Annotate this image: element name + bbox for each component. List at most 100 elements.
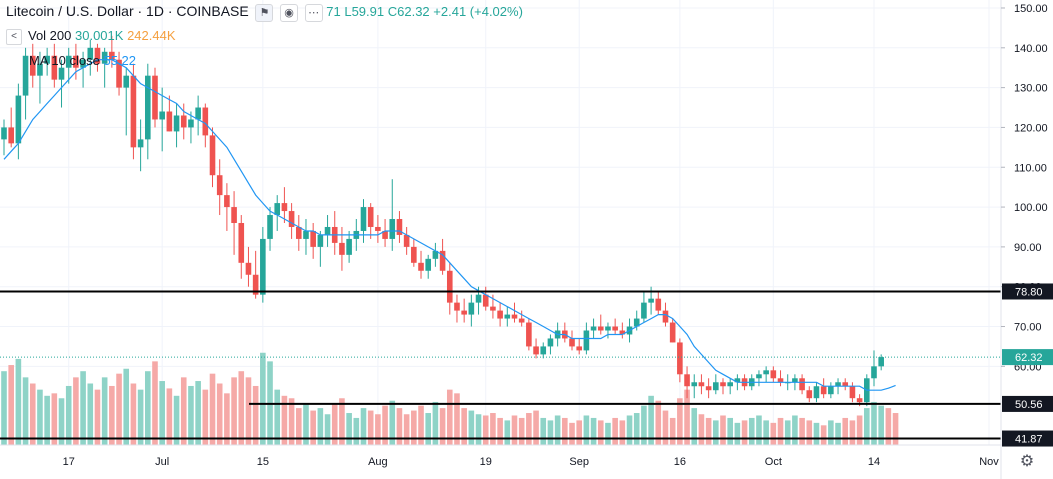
volume-bar — [597, 420, 604, 445]
volume-bar — [137, 389, 144, 445]
volume-bar — [382, 405, 388, 445]
volume-bar — [245, 377, 252, 445]
volume-bar — [396, 408, 403, 445]
ma-value: 55.22 — [103, 53, 137, 68]
candle-body — [173, 115, 180, 132]
volume-bar — [346, 413, 352, 445]
horizontal-levels[interactable] — [0, 290, 1001, 440]
volume-bar — [669, 417, 676, 445]
level-label-bg — [1002, 395, 1053, 412]
volume-bar — [439, 408, 446, 445]
symbol-title[interactable]: Litecoin / U.S. Dollar · 1D · COINBASE — [6, 3, 249, 19]
volume-bar — [367, 410, 374, 445]
ma-label[interactable]: MA — [29, 53, 48, 68]
volume-bar — [51, 393, 58, 445]
candle-body — [590, 326, 597, 331]
level-label-text: 78.80 — [1015, 286, 1043, 298]
candle-body — [871, 366, 877, 379]
volume-bar — [820, 425, 827, 445]
candle-body — [490, 306, 496, 311]
candle-body — [295, 226, 302, 239]
volume-bar — [8, 365, 14, 445]
volume-bar — [288, 398, 295, 445]
time-axis[interactable]: 17 Jul 15 Aug 19 Sep 16 Oct 14 Nov — [63, 456, 1000, 468]
volume-bar — [324, 414, 331, 445]
volume-bar — [655, 400, 662, 445]
volume-bar — [87, 383, 94, 445]
price-axis-background[interactable] — [1001, 0, 1053, 445]
more-icon[interactable]: ⋯ — [304, 3, 323, 22]
flag-icon[interactable]: ⚑ — [255, 3, 274, 22]
candle-body — [619, 330, 626, 335]
volume-bar — [777, 417, 784, 445]
candle-body — [576, 346, 582, 351]
volume-bar — [511, 415, 518, 445]
volume-bar — [720, 415, 726, 445]
candle-body — [526, 322, 532, 347]
y-tick-label: 70.00 — [1014, 322, 1042, 334]
volume-bar — [224, 393, 230, 445]
eye-icon[interactable]: ◉ — [280, 3, 298, 22]
volume-bar — [878, 405, 884, 445]
settings-icon[interactable]: ⚙ — [1020, 451, 1034, 470]
candle-body — [396, 219, 403, 235]
volume-bar — [274, 389, 281, 445]
x-tick-label: 14 — [868, 456, 880, 468]
candle-body — [763, 370, 769, 375]
volume-bar — [504, 420, 511, 445]
volume-bar — [705, 417, 712, 445]
volume-label[interactable]: Vol 200 — [28, 28, 72, 43]
volume-bar — [482, 415, 489, 445]
candle-body — [482, 294, 489, 307]
candle-body — [677, 342, 683, 375]
collapse-icon[interactable]: < — [6, 28, 22, 45]
volume-bar — [403, 414, 410, 445]
candle-body — [231, 207, 237, 223]
candle-body — [648, 298, 654, 303]
x-tick-label: Aug — [368, 456, 388, 468]
volume-bar — [662, 410, 669, 445]
candle-body — [756, 374, 762, 379]
volume-bar — [339, 398, 345, 445]
candle-body — [655, 298, 662, 311]
volume-legend: < Vol 200 30.001K 242.44K — [6, 28, 176, 45]
candle-body — [37, 63, 43, 76]
volume-bar — [331, 404, 338, 445]
volume-bar — [748, 417, 755, 445]
candle-body — [770, 370, 777, 379]
volume-bar — [684, 389, 690, 445]
volume-bar — [159, 381, 165, 445]
x-tick-label: Sep — [569, 456, 589, 468]
volume-bar — [231, 377, 237, 445]
horizontal-level-label: 50.56 — [1002, 395, 1053, 412]
volume-bar — [497, 417, 503, 445]
candlesticks — [1, 35, 884, 407]
volume-bar — [317, 408, 324, 445]
level-label-bg — [1002, 430, 1053, 447]
volume-bar — [756, 415, 762, 445]
volume-bar — [641, 405, 647, 445]
candle-body — [691, 382, 698, 387]
candle-body — [15, 95, 22, 144]
volume-bar — [605, 422, 611, 445]
volume-bar — [490, 413, 496, 445]
candle-body — [511, 314, 518, 319]
candle-body — [130, 75, 137, 148]
close-value: C62.32 — [387, 4, 430, 19]
y-tick-label: 130.00 — [1014, 83, 1048, 95]
volume-bar — [418, 405, 424, 445]
candle-body — [73, 55, 79, 68]
candle-body — [303, 230, 309, 239]
candle-body — [252, 274, 259, 295]
volume-bar — [691, 408, 698, 445]
ohlc-partial: 71 — [326, 4, 341, 19]
candle-body — [806, 390, 813, 399]
volume-bar — [835, 422, 841, 445]
volume-bar — [526, 413, 532, 445]
volume-bar — [116, 373, 122, 445]
volume-bar — [216, 383, 223, 445]
volume-bar — [15, 358, 22, 445]
volume-bar — [562, 417, 568, 445]
volume-bar — [44, 395, 50, 445]
